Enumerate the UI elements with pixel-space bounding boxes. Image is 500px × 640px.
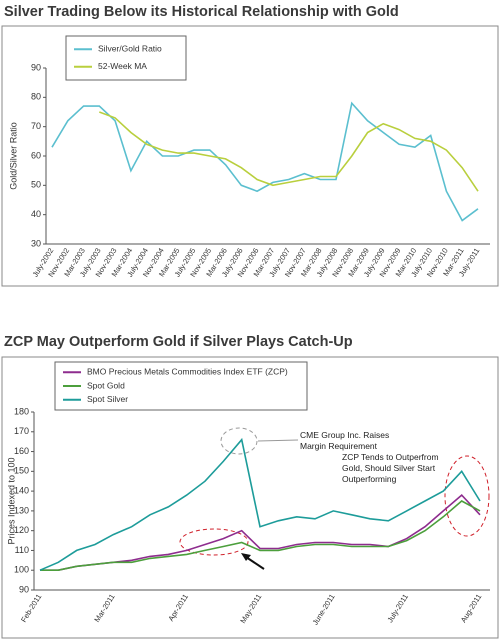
y-axis-label: Gold/Silver Ratio [8, 122, 18, 190]
legend-box [65, 35, 187, 81]
y-tick-label: 140 [14, 485, 29, 495]
highlight-ellipse [220, 427, 258, 455]
y-tick-label: 30 [31, 238, 41, 248]
chart-title: Silver Trading Below its Historical Rela… [4, 4, 399, 20]
y-tick-label: 70 [31, 121, 41, 131]
y-tick-label: 90 [31, 62, 41, 72]
y-tick-label: 130 [14, 505, 29, 515]
legend-label: 52-Week MA [98, 61, 147, 71]
legend-label: Spot Silver [87, 394, 128, 404]
legend-label: Silver/Gold Ratio [98, 43, 162, 53]
callout-line [257, 439, 299, 442]
y-tick-label: 110 [15, 545, 29, 555]
x-tick-label: Mar-2011 [92, 592, 116, 624]
annotation: ZCP Tends to Outperfrom Gold, Should Sil… [342, 452, 439, 484]
legend-label: BMO Precious Metals Commodities Index ET… [87, 367, 288, 377]
chart-frame [1, 356, 499, 639]
y-tick-label: 80 [31, 92, 41, 102]
y-tick-label: 100 [14, 565, 29, 575]
y-tick-label: 60 [31, 150, 41, 160]
x-tick-label: June-2011 [311, 592, 337, 626]
legend-box [54, 361, 308, 411]
series-line [39, 437, 481, 571]
arrow [245, 556, 265, 570]
series-line [51, 101, 479, 222]
y-axis-label: Prices Indexed to 100 [6, 457, 16, 544]
annotation: CME Group Inc. Raises Margin Requirement [300, 430, 390, 451]
legend-label: Spot Gold [87, 380, 125, 390]
x-tick-label: July-2011 [385, 592, 410, 624]
y-tick-label: 150 [14, 466, 29, 476]
arrow-head [241, 553, 251, 561]
x-tick-label: Apr-2011 [166, 592, 190, 622]
series-line [99, 111, 479, 192]
x-tick-label: Aug-2011 [459, 592, 484, 624]
highlight-ellipse [179, 528, 249, 556]
y-tick-label: 90 [19, 584, 29, 594]
y-tick-label: 180 [14, 406, 29, 416]
y-tick-label: 50 [31, 180, 41, 190]
x-tick-label: Feb-2011 [19, 592, 43, 624]
highlight-ellipse [444, 455, 490, 537]
series-line [40, 500, 481, 571]
y-tick-label: 40 [31, 209, 41, 219]
chart-frame [1, 25, 499, 287]
y-tick-label: 170 [14, 426, 29, 436]
y-tick-label: 120 [14, 525, 29, 535]
y-tick-label: 160 [14, 446, 29, 456]
chart-title: ZCP May Outperform Gold if Silver Plays … [4, 334, 353, 350]
x-tick-label: May-2011 [238, 592, 263, 625]
